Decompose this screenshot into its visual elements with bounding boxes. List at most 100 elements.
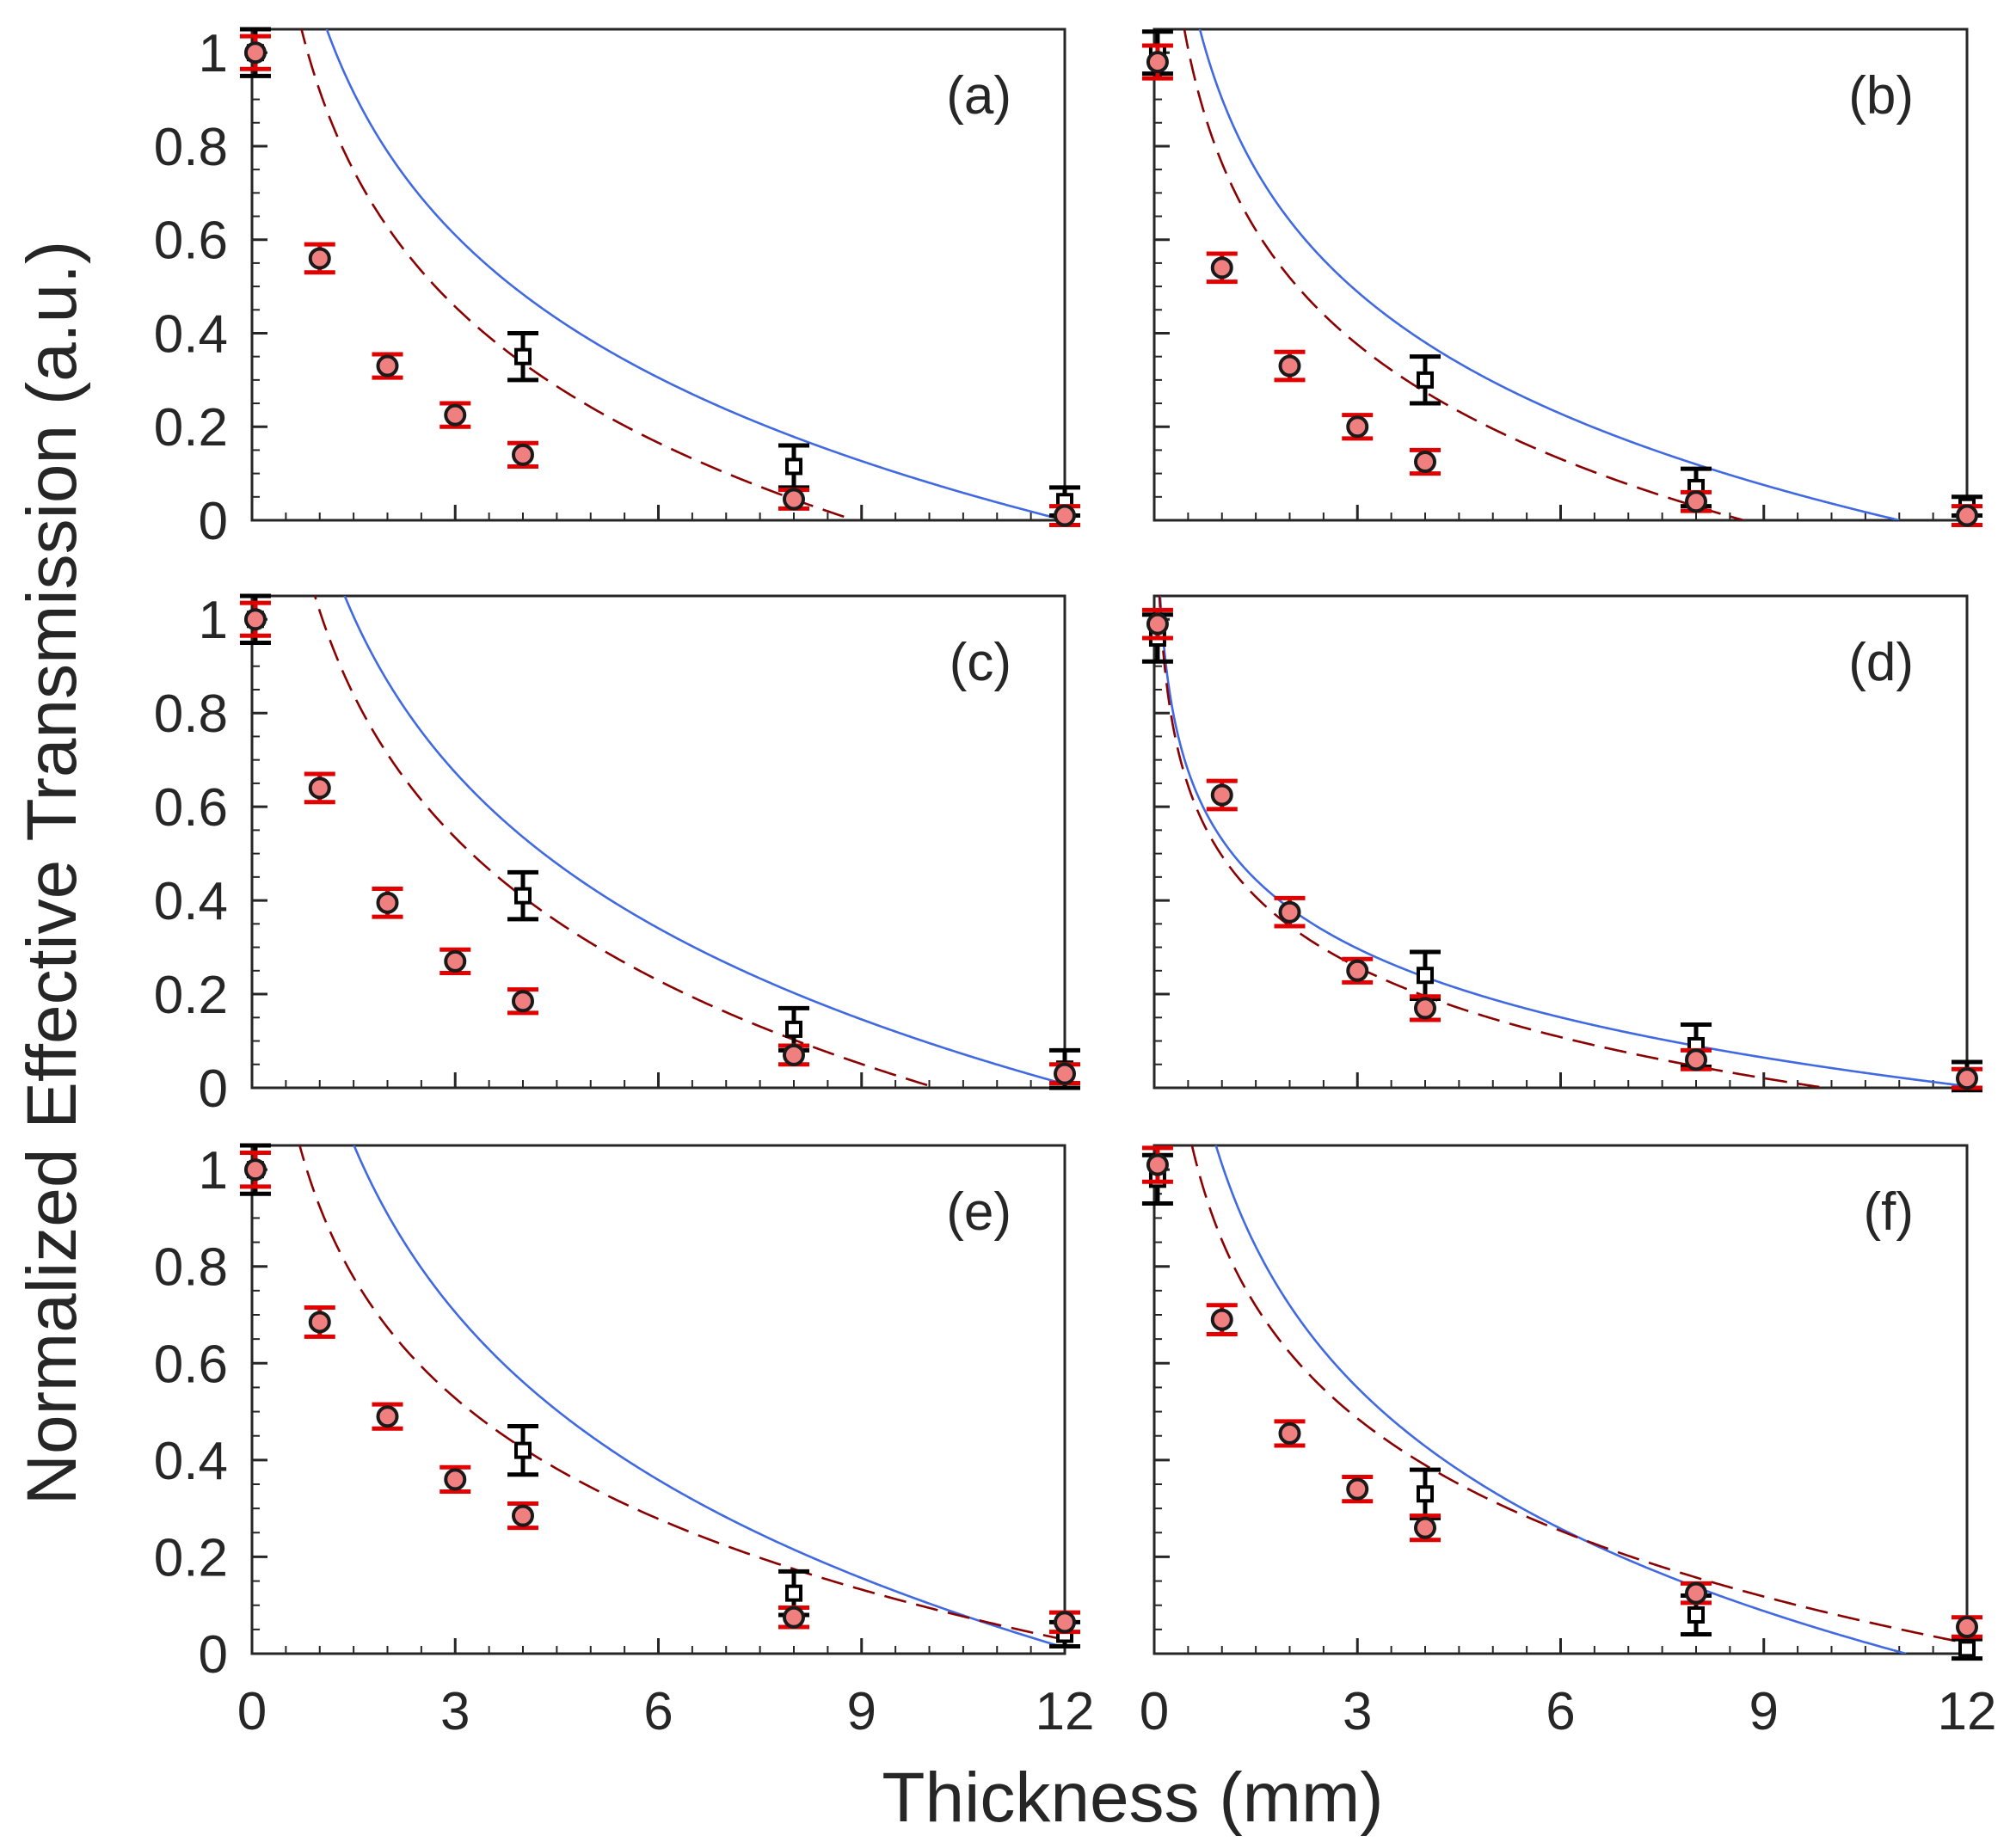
panel-f: 0 3 6 9 12 (f)	[1140, 1144, 1997, 1741]
circle-marker	[376, 354, 399, 378]
circle-marker	[1685, 1581, 1707, 1605]
y-tick-label: 0.8	[154, 118, 228, 177]
panel-b: (b)	[1141, 28, 1982, 527]
circle-marker	[1414, 997, 1436, 1020]
square-marker	[1417, 371, 1434, 389]
circle-marker	[783, 488, 805, 511]
square-marker	[1417, 1485, 1434, 1503]
axes-frame	[250, 594, 1066, 1090]
axes-frame	[1153, 28, 1969, 522]
circle-marker	[243, 1158, 267, 1182]
circle-marker	[1956, 504, 1978, 527]
panel-c: 0 0.2 0.4 0.6 0.8 1 (c)	[154, 591, 1080, 1119]
x-tick-label: 9	[1749, 1682, 1779, 1741]
y-tick-label: 1	[199, 24, 228, 83]
solid-fit-curve	[325, 29, 1065, 520]
x-tick-label: 12	[1938, 1682, 1997, 1741]
x-tick-label: 6	[1546, 1682, 1575, 1741]
panel-label: (c)	[950, 633, 1011, 692]
y-axis-label: Normalized Effective Transmission (a.u.)	[13, 241, 91, 1505]
x-tick-label: 6	[643, 1682, 673, 1741]
x-tick-label: 9	[847, 1682, 876, 1741]
y-tick-label: 0	[199, 1059, 228, 1119]
panel-label: (d)	[1848, 633, 1914, 692]
y-tick-label: 0.4	[154, 304, 228, 364]
square-marker	[785, 457, 802, 476]
circle-marker	[512, 990, 534, 1013]
dashed-fit-curve	[300, 29, 856, 520]
circle-marker	[1278, 900, 1301, 924]
solid-fit-curve	[1198, 29, 1900, 520]
circle-marker	[444, 1468, 467, 1491]
circle-marker	[1685, 1048, 1707, 1071]
y-tick-label: 0.6	[154, 212, 228, 271]
solid-fit-curve	[343, 596, 1065, 1086]
circle-marker	[1146, 1153, 1169, 1176]
circle-marker	[1054, 1611, 1076, 1634]
circle-marker	[1210, 256, 1233, 279]
square-marker	[1417, 967, 1434, 985]
circle-marker	[1146, 612, 1169, 635]
circle-marker	[1956, 1616, 1978, 1639]
y-tick-label: 0.6	[154, 1335, 228, 1394]
axes-frame	[250, 28, 1066, 522]
x-tick-label: 0	[237, 1682, 267, 1741]
panel-label: (e)	[946, 1182, 1011, 1242]
circle-marker	[444, 403, 467, 427]
circle-marker	[308, 247, 331, 270]
axes-frame	[1153, 1144, 1969, 1655]
square-marker	[514, 887, 532, 905]
circle-marker	[1054, 504, 1076, 527]
circle-marker	[1146, 51, 1169, 74]
circle-marker	[1054, 1062, 1076, 1085]
square-marker	[514, 1441, 532, 1459]
y-tick-label: 0.2	[154, 966, 228, 1025]
panel-label: (a)	[946, 66, 1011, 126]
circle-marker	[308, 777, 331, 800]
circle-marker	[1685, 490, 1707, 513]
x-tick-label: 0	[1140, 1682, 1169, 1741]
dashed-fit-curve	[313, 596, 937, 1088]
panel-e: 0 3 6 9 12 0 0.2 0.4 0.6 0.8 1 (e)	[154, 1141, 1095, 1741]
panel-d: (d)	[1141, 594, 1982, 1093]
square-marker	[1687, 1605, 1705, 1624]
panel-label: (f)	[1863, 1182, 1914, 1242]
square-marker	[785, 1584, 802, 1602]
solid-fit-curve	[353, 1145, 1065, 1649]
circle-marker	[376, 1405, 399, 1428]
circle-marker	[1346, 1477, 1369, 1501]
circle-marker	[1210, 1308, 1233, 1331]
dashed-fit-curve	[1158, 596, 1825, 1088]
dashed-fit-curve	[298, 1145, 1065, 1642]
y-tick-label: 0.4	[154, 1432, 228, 1491]
panel-a: 0 0.2 0.4 0.6 0.8 1 (a)	[154, 24, 1080, 551]
y-tick-label: 1	[199, 1141, 228, 1200]
y-tick-label: 0.2	[154, 1528, 228, 1587]
solid-fit-curve	[1159, 596, 1967, 1088]
circle-marker	[243, 41, 267, 64]
circle-marker	[444, 949, 467, 973]
circle-marker	[1956, 1067, 1978, 1090]
square-marker	[785, 1020, 802, 1038]
square-marker	[1958, 1640, 1976, 1658]
circle-marker	[783, 1043, 805, 1066]
circle-marker	[1414, 1516, 1436, 1539]
dashed-fit-curve	[1183, 29, 1744, 520]
y-tick-label: 0.8	[154, 685, 228, 744]
panels: 0 0.2 0.4 0.6 0.8 1 (a) (b) 0 0.2 0.4 0.6 0.8 1 (c) (d)…	[154, 24, 1997, 1741]
y-tick-label: 0	[199, 492, 228, 551]
circle-marker	[1210, 783, 1233, 807]
circle-marker	[308, 1311, 331, 1334]
circle-marker	[243, 608, 267, 631]
y-tick-label: 0.6	[154, 778, 228, 838]
x-tick-label: 3	[1343, 1682, 1372, 1741]
circle-marker	[512, 443, 534, 466]
circle-marker	[512, 1504, 534, 1527]
circle-marker	[1414, 451, 1436, 474]
y-tick-label: 0.8	[154, 1238, 228, 1298]
square-marker	[514, 347, 532, 365]
circle-marker	[1278, 1421, 1301, 1445]
panel-label: (b)	[1848, 66, 1914, 126]
axes-frame	[1153, 594, 1969, 1090]
